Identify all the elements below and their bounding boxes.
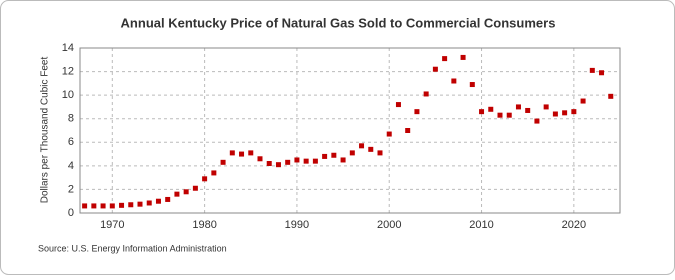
point xyxy=(359,143,365,149)
point xyxy=(423,91,429,97)
point xyxy=(608,93,614,99)
point xyxy=(589,67,595,73)
point xyxy=(183,189,189,195)
point xyxy=(322,153,328,159)
point xyxy=(155,198,161,204)
point xyxy=(100,203,106,209)
y-tick-label: 10 xyxy=(62,89,74,101)
point xyxy=(82,203,88,209)
point xyxy=(248,150,254,156)
point xyxy=(211,170,217,176)
point xyxy=(451,78,457,84)
chart-title: Annual Kentucky Price of Natural Gas Sol… xyxy=(121,15,556,30)
point xyxy=(368,146,374,152)
plot-border xyxy=(79,47,621,214)
y-tick-label: 14 xyxy=(62,42,74,54)
point xyxy=(137,201,143,207)
point xyxy=(349,150,355,156)
y-tick-label: 0 xyxy=(68,207,74,219)
x-tick-label: 2020 xyxy=(562,219,586,231)
y-tick-label: 12 xyxy=(62,65,74,77)
point xyxy=(294,157,300,163)
x-tick-label: 1970 xyxy=(100,219,124,231)
point xyxy=(331,152,337,158)
y-tick-label: 4 xyxy=(68,160,74,172)
point xyxy=(479,109,485,115)
point xyxy=(580,98,586,104)
point xyxy=(220,159,226,165)
point xyxy=(91,203,97,209)
point xyxy=(395,102,401,108)
point xyxy=(442,56,448,62)
point xyxy=(174,191,180,197)
point xyxy=(119,202,125,208)
point xyxy=(229,150,235,156)
point xyxy=(469,82,475,88)
point xyxy=(109,203,115,209)
source-note: Source: U.S. Energy Information Administ… xyxy=(38,243,227,253)
point xyxy=(257,156,263,162)
point xyxy=(165,196,171,202)
point xyxy=(543,104,549,110)
point xyxy=(497,112,503,118)
point xyxy=(146,200,152,206)
point xyxy=(405,128,411,133)
point xyxy=(285,159,291,165)
point xyxy=(377,150,383,156)
y-axis-label: Dollars per Thousand Cubic Feet xyxy=(40,57,51,204)
point xyxy=(239,151,245,157)
x-tick-label: 1990 xyxy=(285,219,309,231)
point xyxy=(552,111,558,117)
x-tick-label: 2000 xyxy=(377,219,401,231)
x-tick-label: 2010 xyxy=(469,219,493,231)
point xyxy=(414,109,420,115)
point xyxy=(460,54,466,60)
point xyxy=(275,162,281,168)
point xyxy=(386,131,392,137)
point xyxy=(202,176,208,182)
x-tick-label: 1980 xyxy=(192,219,216,231)
point xyxy=(432,66,438,72)
y-tick-label: 2 xyxy=(68,183,74,195)
point xyxy=(488,106,494,112)
point xyxy=(562,110,568,116)
y-tick-label: 8 xyxy=(68,113,74,125)
point xyxy=(534,118,540,124)
point xyxy=(599,70,605,76)
point xyxy=(340,157,346,163)
point xyxy=(571,109,577,115)
point xyxy=(312,158,318,164)
point xyxy=(525,107,531,113)
point xyxy=(506,112,512,118)
point xyxy=(128,202,134,208)
point xyxy=(303,158,309,164)
point xyxy=(266,161,272,166)
y-tick-label: 6 xyxy=(68,136,74,148)
point xyxy=(192,185,198,191)
point xyxy=(515,104,521,110)
